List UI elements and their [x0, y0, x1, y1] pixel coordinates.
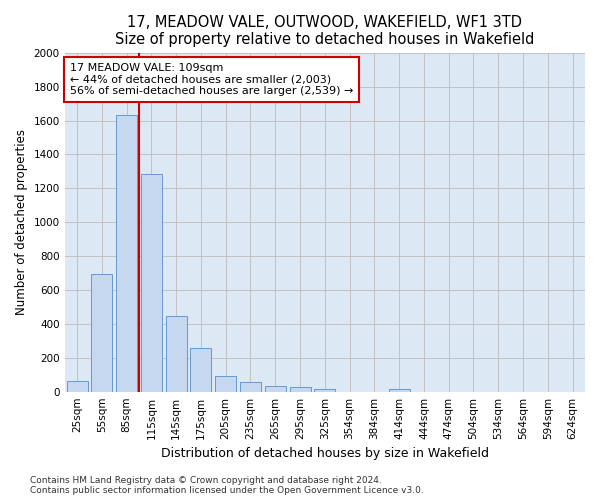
Bar	[67, 380, 88, 392]
Bar	[314, 389, 335, 392]
Text: Contains HM Land Registry data © Crown copyright and database right 2024.
Contai: Contains HM Land Registry data © Crown c…	[30, 476, 424, 495]
Bar	[240, 382, 261, 392]
Bar	[141, 174, 162, 392]
Title: 17, MEADOW VALE, OUTWOOD, WAKEFIELD, WF1 3TD
Size of property relative to detach: 17, MEADOW VALE, OUTWOOD, WAKEFIELD, WF1…	[115, 15, 535, 48]
Bar	[166, 316, 187, 392]
Bar	[215, 376, 236, 392]
X-axis label: Distribution of detached houses by size in Wakefield: Distribution of detached houses by size …	[161, 447, 489, 460]
Bar	[290, 387, 311, 392]
Bar	[265, 386, 286, 392]
Bar	[389, 388, 410, 392]
Y-axis label: Number of detached properties: Number of detached properties	[15, 129, 28, 315]
Bar	[91, 274, 112, 392]
Text: 17 MEADOW VALE: 109sqm
← 44% of detached houses are smaller (2,003)
56% of semi-: 17 MEADOW VALE: 109sqm ← 44% of detached…	[70, 63, 353, 96]
Bar	[116, 114, 137, 392]
Bar	[190, 348, 211, 392]
